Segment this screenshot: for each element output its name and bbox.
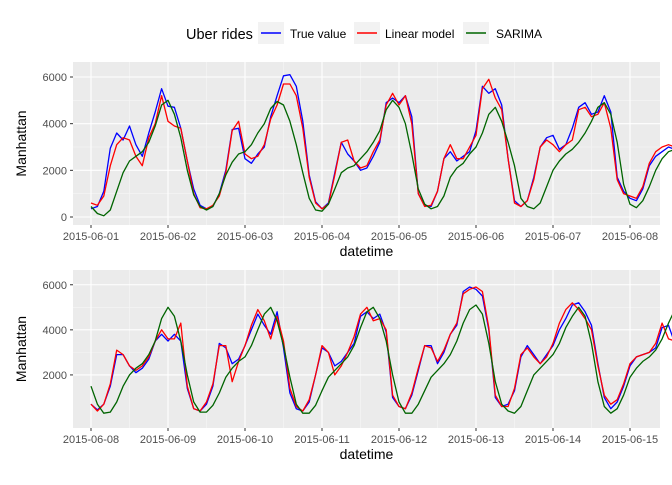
- y-axis-label: Manhattan: [13, 110, 29, 176]
- x-tick-label: 2015-06-07: [525, 231, 581, 243]
- series-line-sarima: [90, 304, 672, 414]
- x-axis-label: datetime: [340, 243, 394, 259]
- plot-background: [73, 270, 660, 428]
- y-axis-label: Manhattan: [13, 316, 29, 382]
- x-tick-label: 2015-06-05: [371, 231, 427, 243]
- x-tick-label: 2015-06-12: [371, 434, 427, 446]
- x-tick-label: 2015-06-13: [448, 434, 504, 446]
- x-tick-label: 2015-06-09: [140, 434, 196, 446]
- x-tick-label: 2015-06-01: [63, 231, 119, 243]
- series-line-sarima: [90, 99, 672, 217]
- x-tick-label: 2015-06-15: [602, 434, 658, 446]
- y-tick-label: 4000: [43, 325, 67, 337]
- legend-label-true-value: True value: [290, 27, 347, 41]
- y-tick-label: 2000: [43, 370, 67, 382]
- legend-item-linear-model: Linear model: [354, 22, 454, 44]
- y-tick-label: 0: [61, 212, 67, 224]
- panel-bottom: 2000 4000 6000 2015-06-08 2015-06-09 2015-06-…: [13, 270, 672, 462]
- legend-title: Uber rides: [186, 27, 253, 43]
- legend: Uber rides True value Linear model SARIM…: [186, 22, 542, 44]
- y-tick-label: 2000: [43, 165, 67, 177]
- x-tick-label: 2015-06-11: [294, 434, 349, 446]
- plot-background: [73, 62, 660, 225]
- legend-label-linear-model: Linear model: [385, 27, 454, 41]
- x-tick-label: 2015-06-08: [63, 434, 119, 446]
- y-tick-label: 4000: [43, 119, 67, 131]
- legend-label-sarima: SARIMA: [496, 27, 542, 41]
- x-tick-label: 2015-06-10: [217, 434, 273, 446]
- y-tick-label: 6000: [43, 72, 67, 84]
- panel-top: 0 2000 4000 6000 2015-06-01 2015-06-02 2015-06…: [13, 62, 672, 259]
- series-line-linear-model: [90, 286, 672, 412]
- x-tick-label: 2015-06-06: [448, 231, 504, 243]
- x-tick-label: 2015-06-14: [525, 434, 581, 446]
- legend-item-true-value: True value: [258, 22, 347, 44]
- x-tick-label: 2015-06-02: [140, 231, 196, 243]
- x-tick-label: 2015-06-08: [602, 231, 658, 243]
- y-tick-label: 6000: [43, 280, 67, 292]
- x-tick-label: 2015-06-03: [217, 231, 273, 243]
- legend-item-sarima: SARIMA: [463, 22, 542, 44]
- x-axis-label: datetime: [340, 446, 394, 462]
- x-tick-label: 2015-06-04: [294, 231, 350, 243]
